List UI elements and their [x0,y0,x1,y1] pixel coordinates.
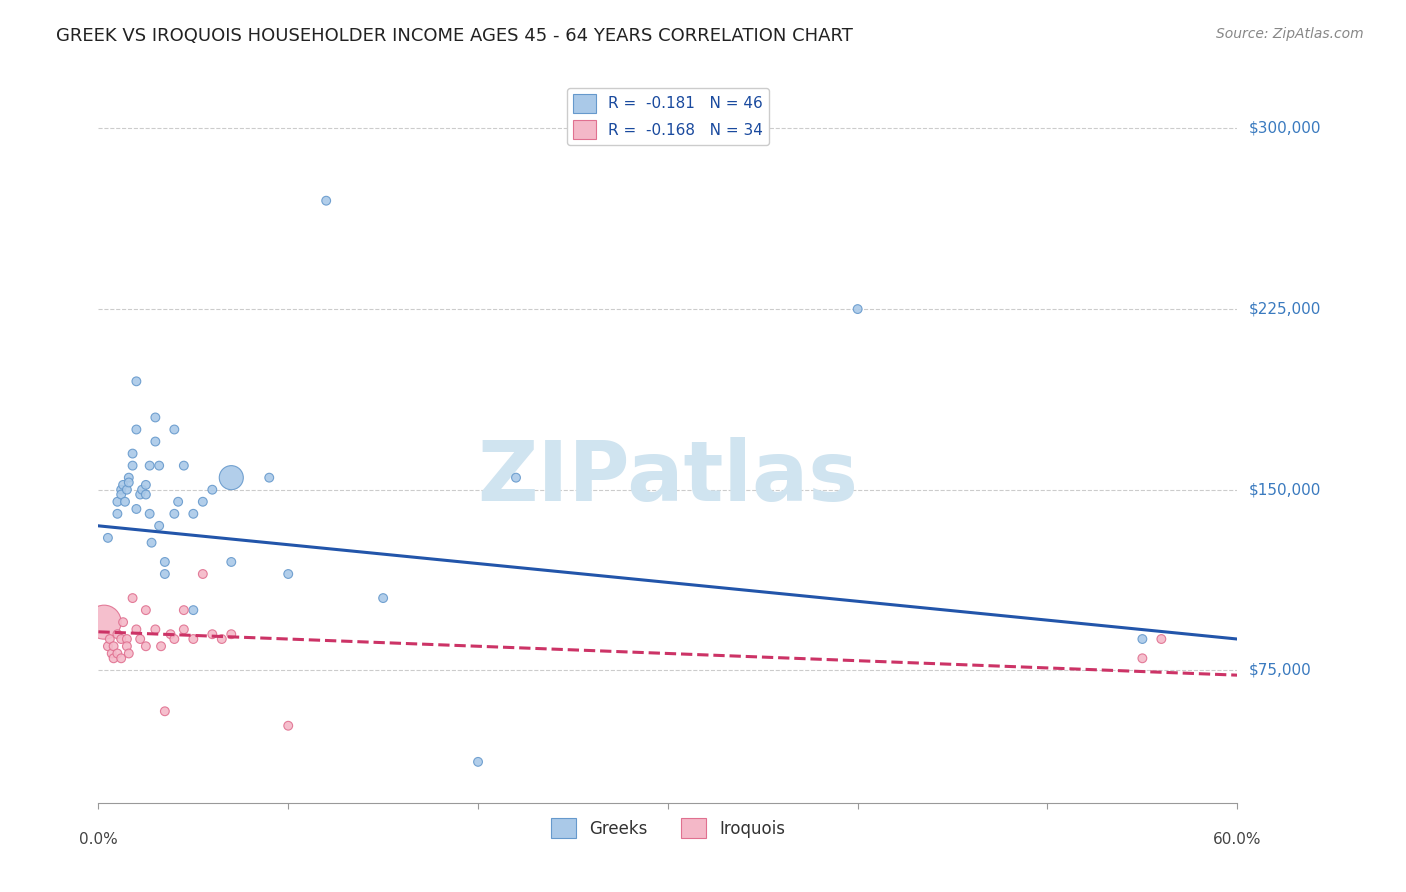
Point [129,487,152,501]
Point [97,639,120,653]
Point [110,632,132,646]
Point [135,639,157,653]
Point [277,719,299,733]
Text: 0.0%: 0.0% [79,831,118,847]
Point [259,471,281,485]
Point [173,623,195,637]
Point [846,301,869,317]
Point [110,651,132,665]
Point [153,555,176,569]
Point [135,603,157,617]
Point [135,487,157,501]
Point [277,567,299,582]
Point [121,446,143,460]
Point [221,627,243,641]
Point [163,507,186,521]
Point [371,591,394,606]
Point [167,494,190,508]
Point [118,647,141,661]
Point [125,423,148,437]
Point [1132,632,1154,646]
Point [114,494,136,508]
Text: ZIPatlas: ZIPatlas [478,437,858,518]
Point [97,531,120,545]
Point [159,627,181,641]
Point [118,475,141,490]
Point [110,483,132,497]
Point [115,639,138,653]
Point [201,483,224,497]
Point [201,627,224,641]
Point [107,627,129,641]
Point [191,494,214,508]
Point [125,375,148,389]
Point [163,423,186,437]
Point [183,603,205,617]
Point [1150,632,1173,646]
Point [148,519,170,533]
Point [135,478,157,492]
Point [150,639,173,653]
Point [211,632,233,646]
Point [110,487,132,501]
Point [145,434,167,449]
Point [100,647,122,661]
Point [107,507,129,521]
Point [125,502,148,516]
Point [221,555,243,569]
Legend: Greeks, Iroquois: Greeks, Iroquois [544,812,792,845]
Point [107,494,129,508]
Point [125,623,148,637]
Point [467,755,489,769]
Point [183,632,205,646]
Point [115,483,138,497]
Text: GREEK VS IROQUOIS HOUSEHOLDER INCOME AGES 45 - 64 YEARS CORRELATION CHART: GREEK VS IROQUOIS HOUSEHOLDER INCOME AGE… [56,27,853,45]
Point [98,632,121,646]
Point [173,458,195,473]
Point [148,458,170,473]
Point [112,615,135,630]
Point [183,507,205,521]
Point [173,603,195,617]
Point [141,535,163,549]
Point [1132,651,1154,665]
Point [121,458,143,473]
Point [103,651,125,665]
Point [163,632,186,646]
Point [191,567,214,582]
Point [118,471,141,485]
Point [153,567,176,582]
Text: $225,000: $225,000 [1249,301,1322,317]
Point [138,458,160,473]
Point [131,483,153,497]
Point [112,478,135,492]
Point [93,615,115,630]
Point [103,639,125,653]
Point [505,471,527,485]
Point [145,623,167,637]
Text: $75,000: $75,000 [1249,663,1312,678]
Text: Source: ZipAtlas.com: Source: ZipAtlas.com [1216,27,1364,41]
Point [138,507,160,521]
Text: 60.0%: 60.0% [1213,831,1261,847]
Text: $150,000: $150,000 [1249,483,1322,497]
Point [107,647,129,661]
Point [315,194,337,208]
Point [115,632,138,646]
Point [153,704,176,718]
Point [221,471,243,485]
Text: $300,000: $300,000 [1249,121,1322,136]
Point [129,632,152,646]
Point [121,591,143,606]
Point [145,410,167,425]
